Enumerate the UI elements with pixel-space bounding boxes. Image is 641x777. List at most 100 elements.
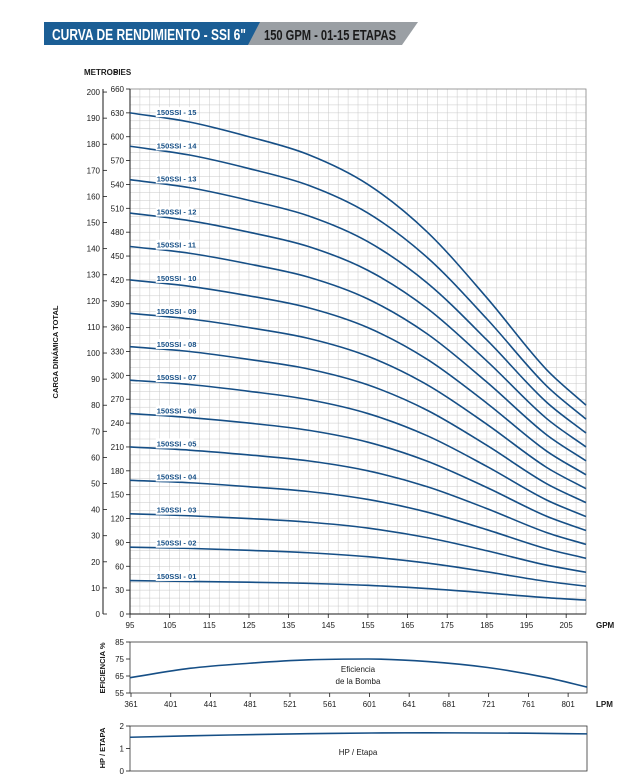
main-performance-chart: 0306090120150180210240270300330360390420…	[51, 68, 615, 630]
metros-tick-label: 30	[91, 532, 100, 541]
metros-tick-label: 200	[87, 88, 101, 97]
pies-tick-label: 120	[111, 515, 125, 524]
hp-curve	[129, 731, 588, 739]
curve-label: 150SSI - 01	[157, 572, 197, 581]
hp-y-tick-label: 0	[120, 767, 125, 776]
pies-tick-label: 30	[115, 586, 124, 595]
metros-tick-label: 120	[87, 297, 101, 306]
curve-label: 150SSI - 10	[157, 274, 197, 283]
lpm-tick-label: 481	[244, 700, 258, 709]
metros-tick-label: 140	[87, 245, 101, 254]
pies-tick-label: 210	[111, 443, 125, 452]
curve-6	[129, 412, 587, 532]
x-tick-label: 185	[480, 621, 494, 630]
pies-tick-label: 480	[111, 228, 125, 237]
x-tick-label: 145	[322, 621, 336, 630]
lpm-tick-label: 401	[164, 700, 178, 709]
curve-label: 150SSI - 05	[157, 439, 197, 448]
lpm-tick-label: 801	[561, 700, 575, 709]
pies-tick-label: 0	[120, 610, 125, 619]
curve-15	[129, 112, 587, 406]
curve-label-bg	[155, 405, 194, 416]
pies-tick-label: 90	[115, 538, 124, 547]
curve-label-bg	[155, 239, 194, 250]
curve-label: 150SSI - 12	[157, 208, 197, 217]
metros-tick-label: 40	[91, 506, 100, 515]
pies-tick-label: 300	[111, 371, 125, 380]
x-tick-label: 175	[441, 621, 455, 630]
pies-tick-label: 390	[111, 300, 125, 309]
curve-label: 150SSI - 14	[157, 141, 197, 150]
metros-tick-label: 20	[91, 558, 100, 567]
lpm-tick-label: 721	[482, 700, 496, 709]
pies-tick-label: 330	[111, 348, 125, 357]
metros-tick-label: 0	[96, 610, 101, 619]
curve-11	[129, 245, 587, 462]
curve-label-bg	[155, 173, 194, 184]
title-banner-bg	[44, 22, 260, 45]
pies-tick-label: 60	[115, 562, 124, 571]
lpm-tick-label: 681	[442, 700, 456, 709]
eff-y-tick-label: 75	[115, 655, 124, 664]
curve-9	[129, 312, 587, 490]
x-tick-label: 135	[282, 621, 296, 630]
header-banner: CURVA DE RENDIMIENTO - SSI 6" 150 GPM - …	[0, 0, 641, 50]
lpm-tick-label: 521	[283, 700, 297, 709]
x-tick-label: 195	[520, 621, 534, 630]
lpm-tick-label: 761	[522, 700, 536, 709]
metros-tick-label: 60	[91, 453, 100, 462]
metros-tick-label: 10	[91, 584, 100, 593]
curve-8	[129, 345, 587, 504]
metros-tick-label: 160	[87, 192, 101, 201]
hp-per-stage-chart: 0 1 2 HP / ETAPA HP / Etapa	[98, 722, 588, 776]
eff-y-tick-label: 85	[115, 638, 124, 647]
metros-tick-label: 90	[91, 375, 100, 384]
curve-4	[129, 479, 587, 560]
eff-plot-border	[129, 641, 588, 694]
curve-label-bg	[155, 537, 194, 548]
curve-label-bg	[155, 471, 194, 482]
x-tick-label: 165	[401, 621, 415, 630]
hp-y-tick-label: 1	[120, 745, 125, 754]
eff-y-tick-label: 55	[115, 689, 124, 698]
lpm-tick-label: 361	[124, 700, 138, 709]
pies-tick-label: 450	[111, 252, 125, 261]
curve-label-bg	[155, 140, 194, 151]
metros-tick-label: 130	[87, 271, 101, 280]
curve-3	[129, 512, 587, 574]
curve-label-bg	[155, 272, 194, 283]
metros-tick-label: 170	[87, 166, 101, 175]
x-tick-label: 105	[163, 621, 177, 630]
curve-label-bg	[155, 438, 194, 449]
curve-13	[129, 178, 587, 434]
curve-label: 150SSI - 06	[157, 406, 197, 415]
pies-tick-label: 510	[111, 204, 125, 213]
curve-label-bg	[155, 338, 194, 349]
header-subtitle: 150 GPM - 01-15 ETAPAS	[264, 27, 396, 44]
pies-unit-label: PIES	[113, 68, 132, 77]
pies-tick-label: 600	[111, 133, 125, 142]
curve-label: 150SSI - 13	[157, 174, 197, 183]
curve-label-bg	[155, 206, 194, 217]
curve-10	[129, 279, 587, 476]
y-axis-title: CARGA DINÁMICA TOTAL	[51, 305, 60, 398]
lpm-unit-label: LPM	[596, 700, 613, 709]
pies-tick-label: 180	[111, 467, 125, 476]
curve-label-bg	[155, 107, 194, 118]
metros-tick-label: 150	[87, 219, 101, 228]
header-svg: CURVA DE RENDIMIENTO - SSI 6" 150 GPM - …	[44, 22, 418, 45]
pies-tick-label: 360	[111, 324, 125, 333]
lpm-tick-label: 441	[204, 700, 218, 709]
curve-14	[129, 145, 587, 420]
metros-unit-label: METROS	[84, 68, 119, 77]
efficiency-curve	[129, 658, 588, 688]
curve-7	[129, 379, 587, 518]
curve-label-bg	[155, 372, 194, 383]
pies-tick-label: 570	[111, 157, 125, 166]
curve-label: 150SSI - 15	[157, 108, 197, 117]
metros-tick-label: 50	[91, 480, 100, 489]
x-tick-label: 115	[203, 621, 216, 630]
curve-label-bg	[155, 504, 194, 515]
eff-y-title: EFICIENCIA %	[98, 642, 107, 693]
